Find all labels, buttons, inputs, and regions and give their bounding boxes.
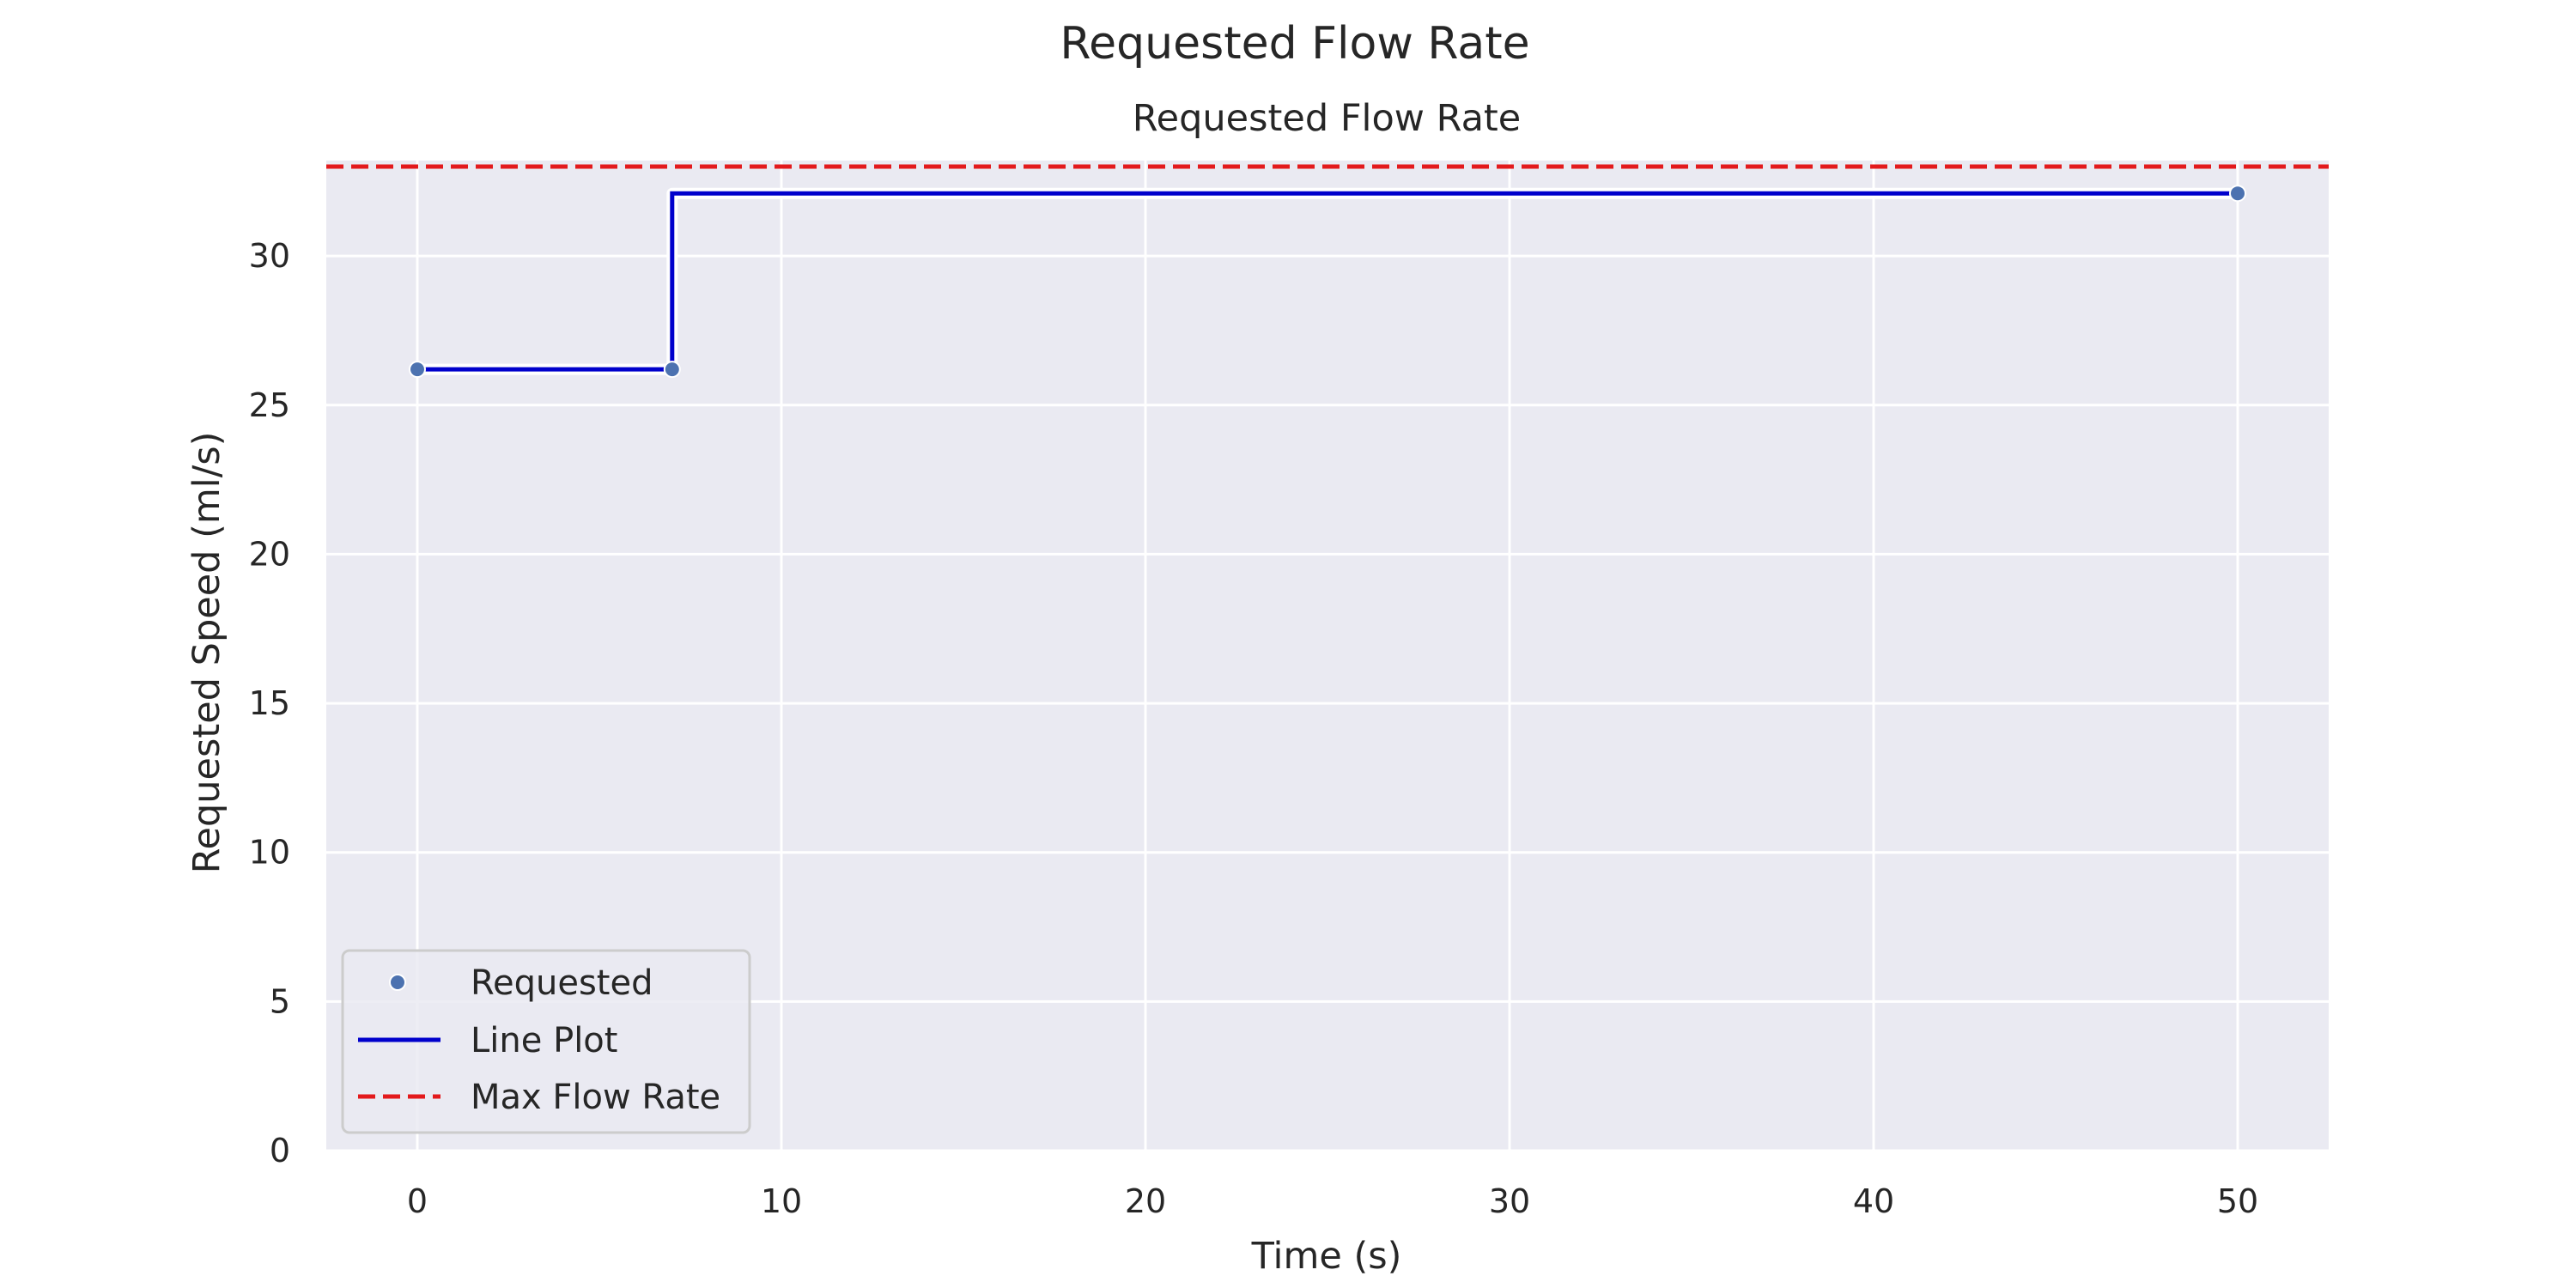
x-tick-label: 50: [2217, 1182, 2258, 1220]
line-plot-series: [417, 191, 2238, 372]
requested-point: [409, 361, 426, 379]
requested-point: [663, 361, 681, 379]
chart-suptitle: Requested Flow Rate: [1060, 18, 1529, 70]
legend-label: Line Plot: [471, 1021, 617, 1060]
legend-label: Requested: [471, 963, 653, 1003]
legend-marker-requested: [389, 974, 406, 991]
requested-point: [2229, 185, 2246, 203]
legend-label: Max Flow Rate: [471, 1078, 720, 1117]
y-tick-label: 0: [270, 1132, 290, 1170]
legend: Requested Line Plot Max Flow Rate: [341, 949, 751, 1134]
y-tick-label: 25: [249, 386, 290, 424]
y-tick-label: 30: [249, 237, 290, 275]
y-tick-label: 20: [249, 535, 290, 573]
series-layer: [326, 164, 2329, 379]
y-tick-label: 15: [249, 684, 290, 722]
x-tick-label: 30: [1489, 1182, 1530, 1220]
chart-title: Requested Flow Rate: [1133, 97, 1522, 140]
y-axis-label: Requested Speed (ml/s): [185, 432, 228, 874]
y-tick-label: 5: [270, 982, 290, 1020]
x-tick-label: 10: [761, 1182, 802, 1220]
y-tick-label: 10: [249, 834, 290, 872]
y-tick-labels: 0 5 10 15 20 25 30: [249, 237, 290, 1170]
x-tick-label: 0: [407, 1182, 428, 1220]
x-tick-labels: 0 10 20 30 40 50: [407, 1182, 2258, 1220]
legend-frame: [341, 949, 751, 1134]
x-tick-label: 20: [1125, 1182, 1166, 1220]
x-tick-label: 40: [1853, 1182, 1894, 1220]
x-axis-label: Time (s): [1251, 1235, 1402, 1278]
